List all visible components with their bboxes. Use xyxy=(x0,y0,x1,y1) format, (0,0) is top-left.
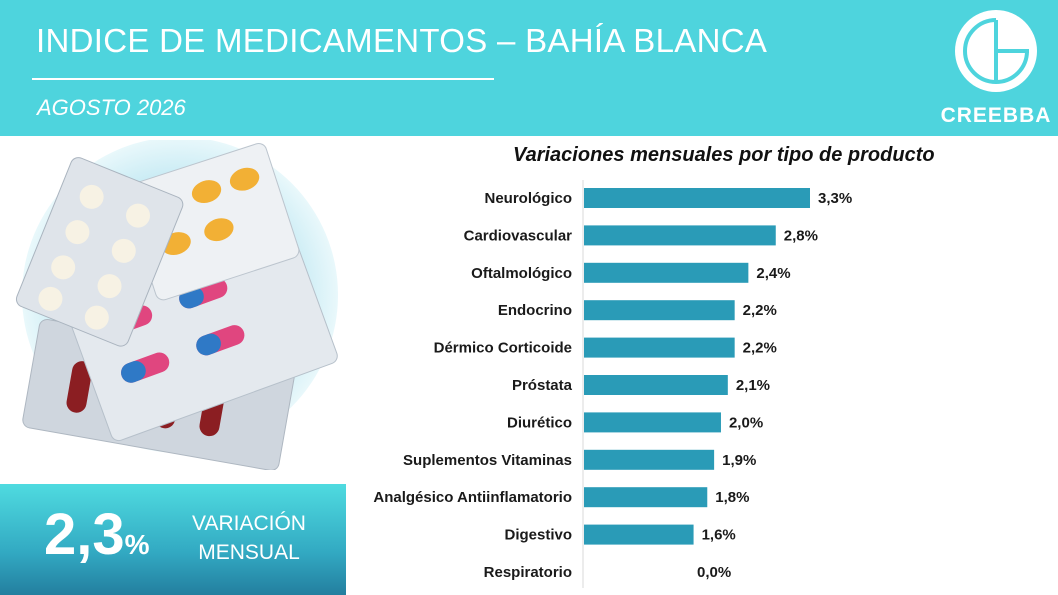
data-label: 1,8% xyxy=(715,489,749,506)
data-label: 1,9% xyxy=(722,452,756,469)
page-title: INDICE DE MEDICAMENTOS – BAHÍA BLANCA xyxy=(36,22,768,59)
bar xyxy=(584,375,728,395)
data-label: 0,0% xyxy=(697,564,731,581)
header-banner: INDICE DE MEDICAMENTOS – BAHÍA BLANCA AG… xyxy=(0,0,1058,136)
category-label: Diurético xyxy=(507,414,572,431)
bar xyxy=(584,262,749,283)
category-label: Endocrino xyxy=(498,302,572,319)
bar xyxy=(584,188,810,208)
logo-text: CREEBBA xyxy=(940,104,1052,127)
data-label: 2,4% xyxy=(756,265,790,282)
category-label: Dérmico Corticoide xyxy=(434,340,572,357)
bar xyxy=(584,225,776,246)
bar xyxy=(584,487,708,508)
category-label: Digestivo xyxy=(504,527,572,544)
period-label: AGOSTO 2026 xyxy=(37,95,186,120)
bar xyxy=(584,412,721,433)
title-underline xyxy=(32,78,494,80)
bar xyxy=(584,524,694,545)
category-label: Cardiovascular xyxy=(464,227,573,244)
kpi-box xyxy=(0,484,346,595)
kpi-unit: % xyxy=(124,529,150,560)
bar-chart: Neurológico 3,3% Cardiovascular 2,8% Oftalmo… xyxy=(373,180,852,588)
kpi-label-line1: VARIACIÓN xyxy=(192,512,306,535)
data-label: 2,2% xyxy=(743,340,777,357)
bar xyxy=(584,300,735,321)
kpi-number: 2,3 xyxy=(44,502,125,567)
kpi-label: VARIACIÓN MENSUAL xyxy=(180,509,318,567)
data-label: 2,1% xyxy=(736,377,770,394)
bar xyxy=(584,337,735,358)
data-label: 2,2% xyxy=(743,302,777,319)
category-label: Neurológico xyxy=(484,190,572,207)
chart-title: Variaciones mensuales por tipo de produc… xyxy=(513,144,935,166)
data-label: 3,3% xyxy=(818,190,852,207)
medicine-pills-image xyxy=(15,140,338,470)
data-label: 2,0% xyxy=(729,414,763,431)
category-label: Suplementos Vitaminas xyxy=(403,452,572,469)
category-label: Analgésico Antiinflamatorio xyxy=(373,489,572,506)
kpi-label-line2: MENSUAL xyxy=(198,541,300,564)
bar xyxy=(584,449,715,470)
category-label: Respiratorio xyxy=(484,564,572,581)
kpi-value: 2,3% xyxy=(44,506,150,564)
data-label: 1,6% xyxy=(702,527,736,544)
category-label: Oftalmológico xyxy=(471,265,572,282)
creebba-logo-icon xyxy=(955,10,1037,92)
data-label: 2,8% xyxy=(784,227,818,244)
category-label: Próstata xyxy=(512,377,573,394)
